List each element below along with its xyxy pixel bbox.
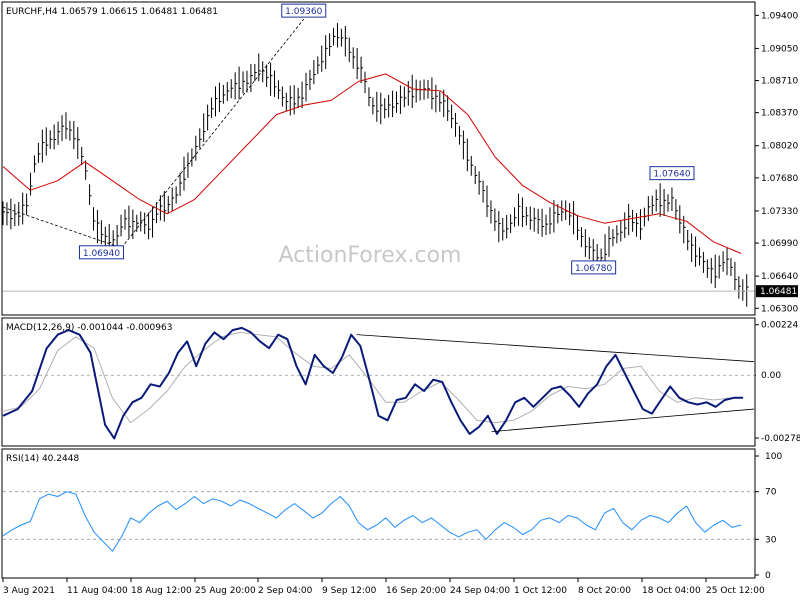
rsi-y-tick-label: 70 [765, 488, 777, 498]
macd-y-axis: 0.002240.00-0.0027850.00 [755, 321, 800, 444]
last-price-box [756, 285, 798, 298]
rsi-panel-frame [1, 448, 756, 579]
rsi-y-axis: 100 70 30 0 [755, 452, 782, 581]
macd-zero-box [756, 369, 798, 382]
price-y-tick-label: 1.06990 [761, 239, 798, 249]
last-price-label: 1.06481 [760, 287, 797, 297]
rsi-y-tick-label: 0 [765, 571, 771, 581]
rsi-y-tick-label: 100 [765, 452, 782, 462]
price-annotation-box [78, 245, 124, 260]
price-trendline [2, 206, 122, 249]
price-y-axis: 1.09400 1.09050 1.08710 1.08370 1.08020 1.076… [755, 11, 798, 314]
watermark: ActionForex.com [279, 243, 462, 268]
price-y-tick-label: 1.08370 [761, 109, 798, 119]
price-y-tick-label: 1.06640 [761, 272, 798, 282]
price-annotation-box [571, 260, 617, 275]
price-annotation-box [281, 3, 327, 18]
price-y-tick-label: 1.08710 [761, 77, 798, 87]
x-tick-label: 25 Oct 12:00 [706, 586, 765, 596]
rsi-plot [2, 491, 754, 552]
price-panel-title: EURCHF,H4 1.06579 1.06615 1.06481 1.0648… [6, 7, 218, 17]
x-tick-label: 16 Sep 20:00 [386, 586, 446, 596]
macd-plot [2, 326, 755, 440]
price-bars [2, 22, 749, 307]
macd-zero-label: 0.00 [761, 371, 781, 381]
x-tick-label: 18 Aug 12:00 [131, 586, 192, 596]
macd-y-tick-label: -0.002785 [761, 434, 800, 444]
macd-trendline [356, 334, 755, 363]
price-annotation-label: 1.09360 [285, 7, 322, 17]
price-y-tick-label: 1.07330 [761, 207, 798, 217]
price-y-tick-label: 1.08020 [761, 142, 798, 152]
macd-signal-line [2, 331, 744, 424]
x-tick-label: 8 Oct 20:00 [578, 586, 631, 596]
rsi-y-tick-label: 30 [765, 535, 777, 545]
time-x-axis: 3 Aug 2021 11 Aug 04:00 18 Aug 12:00 25 Aug… [2, 578, 765, 596]
x-tick-label: 18 Oct 04:00 [642, 586, 701, 596]
price-y-tick-label: 1.07680 [761, 174, 798, 184]
macd-panel-title: MACD(12,26,9) -0.001044 -0.000963 [6, 323, 172, 333]
x-tick-label: 25 Aug 20:00 [195, 586, 256, 596]
macd-panel-frame [1, 317, 756, 447]
x-tick-label: 11 Aug 04:00 [67, 586, 128, 596]
price-annotation-label: 1.07640 [653, 170, 690, 180]
price-y-tick-label: 1.09050 [761, 44, 798, 54]
price-plot: 1.09360 1.06940 1.07640 1.06780 [2, 3, 754, 307]
macd-line [2, 326, 744, 440]
x-tick-label: 24 Sep 04:00 [450, 586, 510, 596]
x-tick-label: 1 Oct 12:00 [514, 586, 567, 596]
price-y-tick-label: 1.09400 [761, 11, 798, 21]
price-annotation-label: 1.06940 [83, 249, 120, 259]
macd-trendline [491, 408, 755, 432]
price-annotation-box [649, 166, 695, 181]
moving-average-line [2, 73, 742, 254]
x-tick-label: 2 Sep 04:00 [258, 586, 313, 596]
price-trendline [121, 18, 305, 249]
macd-y-tick-label: 0.00224 [761, 321, 798, 331]
rsi-line [2, 491, 742, 552]
price-y-tick-label: 1.06300 [761, 304, 798, 314]
rsi-panel-title: RSI(14) 40.2448 [6, 454, 79, 464]
x-tick-label: 3 Aug 2021 [3, 586, 55, 596]
price-panel-frame [1, 1, 756, 316]
price-annotation-label: 1.06780 [575, 264, 612, 274]
x-tick-label: 9 Sep 12:00 [322, 586, 377, 596]
